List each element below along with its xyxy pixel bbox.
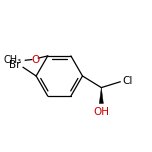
Text: OH: OH: [93, 107, 109, 117]
Text: Cl: Cl: [122, 76, 133, 86]
Text: Br: Br: [9, 60, 20, 70]
Polygon shape: [99, 88, 103, 104]
Text: CH₃: CH₃: [3, 55, 22, 65]
Text: O: O: [31, 55, 40, 65]
